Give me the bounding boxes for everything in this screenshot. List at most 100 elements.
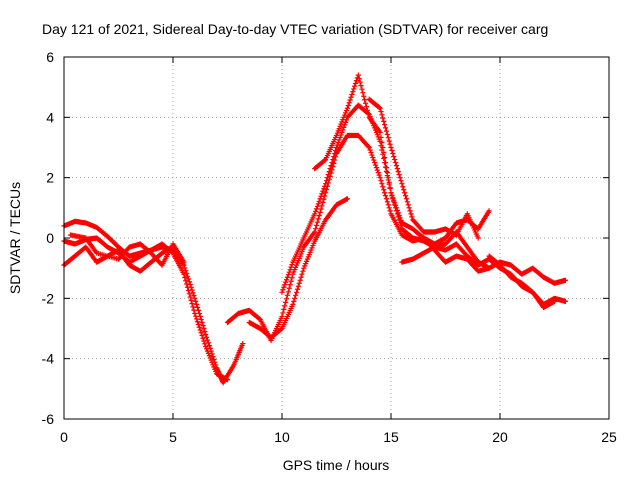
data-point-marker	[342, 122, 348, 128]
data-point-marker	[389, 192, 395, 198]
data-point-marker	[191, 292, 197, 299]
data-point-marker	[281, 284, 287, 290]
data-point-marker	[196, 310, 202, 317]
data-point-marker	[286, 285, 292, 291]
data-point-marker	[551, 298, 558, 304]
data-point-marker	[185, 287, 192, 294]
data-point-marker	[385, 135, 391, 141]
y-tick-label: 6	[46, 49, 54, 65]
data-point-marker	[357, 79, 363, 85]
data-point-marker	[406, 205, 412, 211]
data-point-marker	[322, 157, 328, 163]
y-tick-label: 2	[46, 170, 54, 186]
data-point-marker	[365, 111, 371, 117]
x-axis-label: GPS time / hours	[283, 457, 390, 473]
data-point-marker	[281, 306, 287, 312]
data-point-marker	[389, 147, 395, 154]
data-point-marker	[345, 102, 351, 109]
data-point-marker	[184, 270, 190, 277]
grid-lines	[64, 57, 609, 419]
data-point-marker	[393, 205, 400, 211]
data-point-marker	[279, 289, 285, 295]
data-point-marker	[318, 206, 324, 212]
satellite-track-4	[67, 232, 187, 268]
data-point-marker	[387, 185, 393, 191]
data-point-marker	[335, 139, 341, 146]
data-point-marker	[385, 175, 391, 181]
data-point-marker	[384, 199, 390, 205]
data-point-marker	[475, 235, 481, 241]
data-point-marker	[319, 191, 325, 197]
data-point-marker	[390, 195, 396, 201]
y-tick-label: -6	[42, 411, 55, 427]
data-point-marker	[387, 208, 393, 214]
data-point-marker	[349, 91, 355, 98]
data-point-marker	[371, 157, 377, 163]
data-point-marker	[331, 153, 337, 160]
data-point-marker	[240, 340, 246, 347]
data-point-marker	[380, 115, 386, 121]
data-point-marker	[376, 104, 382, 111]
data-point-marker	[339, 129, 345, 136]
data-point-marker	[378, 134, 384, 141]
data-point-marker	[192, 295, 198, 301]
data-point-marker	[194, 319, 201, 325]
data-point-marker	[194, 316, 200, 322]
data-point-marker	[185, 276, 192, 282]
data-point-marker	[382, 190, 388, 196]
data-point-marker	[183, 278, 189, 284]
data-point-marker	[328, 163, 334, 169]
data-point-marker	[197, 327, 203, 333]
y-tick-label: 4	[46, 109, 54, 125]
data-point-marker	[318, 193, 324, 199]
data-point-marker	[387, 141, 393, 147]
y-tick-label: -2	[42, 290, 55, 306]
x-tick-label: 15	[383, 429, 399, 445]
data-point-marker	[201, 338, 207, 344]
data-point-marker	[200, 335, 206, 341]
data-point-marker	[340, 127, 346, 133]
data-point-marker	[379, 181, 385, 187]
data-point-marker	[382, 122, 388, 128]
data-point-marker	[372, 159, 378, 166]
data-point-marker	[334, 142, 341, 148]
data-point-marker	[376, 172, 382, 178]
data-point-marker	[381, 118, 387, 124]
data-point-marker	[381, 149, 387, 156]
data-point-marker	[365, 143, 371, 150]
data-point-marker	[366, 144, 372, 151]
data-point-marker	[282, 303, 288, 309]
data-point-marker	[189, 301, 195, 307]
data-point-marker	[383, 165, 390, 171]
data-point-marker	[404, 199, 410, 205]
data-point-marker	[397, 175, 403, 181]
data-point-marker	[378, 108, 384, 115]
data-point-marker	[292, 295, 298, 301]
data-point-marker	[359, 86, 365, 92]
data-point-marker	[407, 208, 413, 214]
data-point-marker	[205, 340, 212, 346]
data-point-marker	[184, 281, 190, 287]
data-point-marker	[283, 277, 290, 283]
data-point-marker	[282, 282, 288, 288]
data-point-marker	[198, 330, 204, 336]
data-point-marker	[295, 283, 301, 289]
data-point-marker	[390, 150, 396, 157]
data-point-marker	[377, 105, 383, 111]
data-point-marker	[294, 286, 301, 292]
data-point-marker	[288, 264, 294, 270]
data-point-marker	[316, 198, 322, 204]
data-point-marker	[289, 262, 295, 268]
data-point-marker	[313, 206, 320, 212]
data-point-marker	[293, 292, 299, 298]
data-point-marker	[299, 271, 305, 277]
data-point-marker	[195, 307, 202, 313]
data-point-marker	[332, 147, 339, 154]
data-point-marker	[380, 184, 386, 190]
data-point-marker	[362, 100, 369, 106]
data-point-marker	[325, 172, 331, 178]
data-point-marker	[315, 201, 321, 207]
data-point-marker	[285, 289, 291, 295]
data-point-marker	[182, 274, 188, 281]
data-point-marker	[314, 219, 321, 225]
